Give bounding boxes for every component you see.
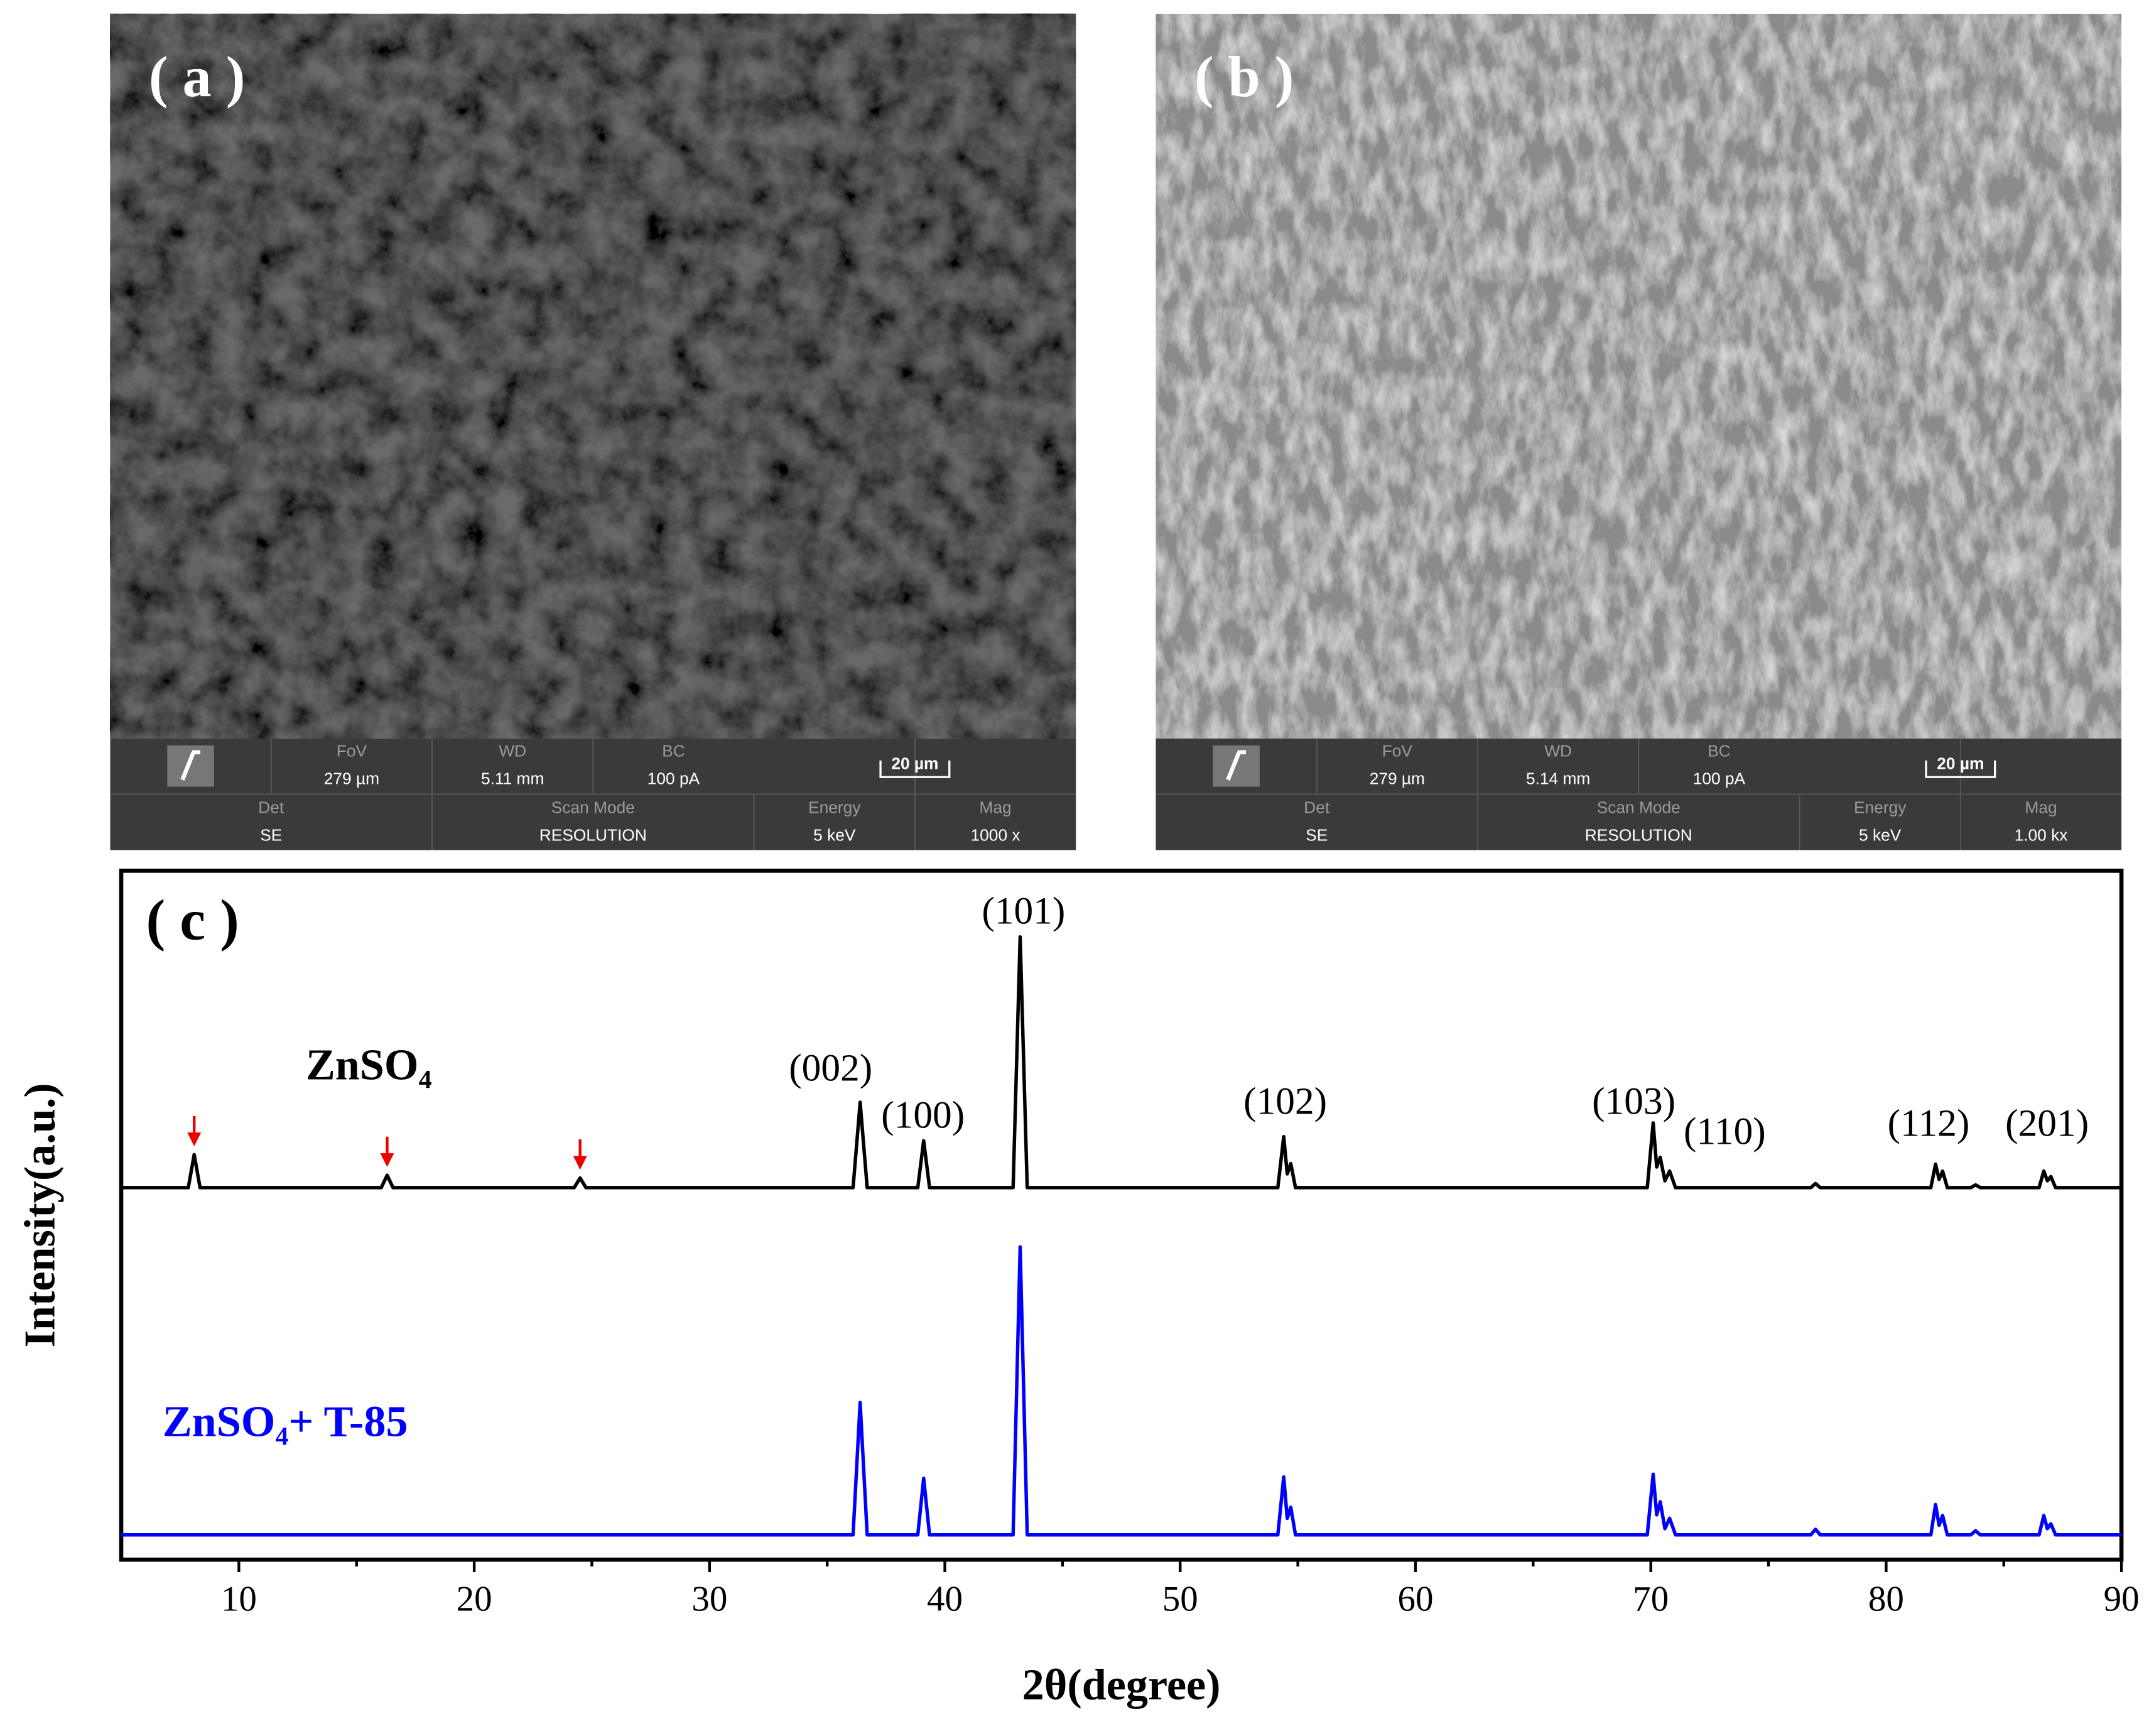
scale-label: 20 µm [891,754,938,773]
plot-frame [119,869,2124,1562]
info-value: 5 keV [813,825,856,844]
info-value: 279 µm [1370,769,1425,788]
info-value: RESOLUTION [539,825,647,844]
x-tick-label: 50 [1162,1579,1198,1619]
panel-label: ( b ) [1194,45,1294,109]
info-name: BC [1708,742,1731,761]
info-name: FoV [337,742,367,761]
info-name: Scan Mode [1597,798,1681,817]
icon [1213,745,1260,787]
info-value: 5 keV [1859,825,1902,844]
peak-label: (201) [2005,1102,2089,1144]
sem-panels: ( a ) FoV 279 µm WD 5.11 mm BC 100 pA 20 µm Det S… [110,13,2122,850]
info-name: Scan Mode [551,798,635,817]
info-value: 1000 x [971,825,1020,844]
info-name: Energy [808,798,861,817]
x-tick-label: 70 [1633,1579,1669,1619]
info-name: FoV [1382,742,1413,761]
x-tick-label: 20 [457,1579,492,1619]
sem-image [1156,13,2122,739]
x-tick-label: 90 [2104,1579,2140,1619]
x-tick-label: 80 [1868,1579,1904,1619]
icon-glyph [1226,750,1246,781]
info-name: BC [662,742,685,761]
x-tick-label: 60 [1397,1579,1433,1619]
arrow-head [380,1153,394,1168]
peak-label: (110) [1684,1110,1766,1153]
peak-label: (112) [1888,1102,1970,1144]
y-axis-label: Intensity(a.u.) [15,1083,64,1347]
info-name: Det [1304,798,1330,817]
series-line [121,1245,2122,1537]
xrd-chart: ( c ) 10 20 30 40 50 60 70 80 90 2θ(degree) Intensi… [15,869,2140,1710]
x-tick-label: 10 [221,1579,257,1619]
info-value: 1.00 kx [2015,825,2068,844]
x-tick-label: 40 [927,1579,963,1619]
panel-label: ( a ) [149,45,245,109]
scale-label: 20 µm [1937,754,1984,773]
x-axis-label: 2θ(degree) [1022,1661,1221,1710]
scale-bar [879,760,951,778]
info-value: 279 µm [324,769,379,788]
info-name: Energy [1854,798,1907,817]
info-value: 100 pA [1693,769,1746,788]
info-value: SE [260,825,282,844]
info-name: Det [258,798,284,817]
peak-label: (102) [1243,1080,1327,1122]
sem-image [110,13,1076,739]
arrow-head [573,1156,587,1170]
info-name: WD [1544,742,1572,761]
peak-label: (002) [789,1047,872,1090]
scale-bar [1925,760,1996,778]
peak-label: (101) [982,890,1065,933]
peak-label: (103) [1592,1080,1675,1122]
panel-label: ( c ) [146,887,239,952]
info-value: RESOLUTION [1585,825,1692,844]
icon [167,745,214,787]
sem-panel: ( a ) FoV 279 µm WD 5.11 mm BC 100 pA 20 µm Det S… [110,13,1076,850]
info-value: SE [1306,825,1328,844]
info-name: Mag [2025,798,2057,817]
info-name: Mag [979,798,1011,817]
x-tick-label: 30 [691,1579,727,1619]
info-value: 100 pA [647,769,700,788]
icon-glyph [180,750,200,781]
sem-panel: ( b ) FoV 279 µm WD 5.14 mm BC 100 pA 20 µm Det S… [1156,13,2122,850]
peak-label: (100) [881,1093,965,1136]
series-line [121,935,2122,1190]
info-name: WD [499,742,526,761]
series-label: ZnSO₄+ T-85 [163,1397,408,1446]
arrow-head [187,1132,202,1147]
series-label: ZnSO₄ [306,1040,432,1089]
info-value: 5.14 mm [1526,769,1590,788]
info-value: 5.11 mm [481,769,544,788]
